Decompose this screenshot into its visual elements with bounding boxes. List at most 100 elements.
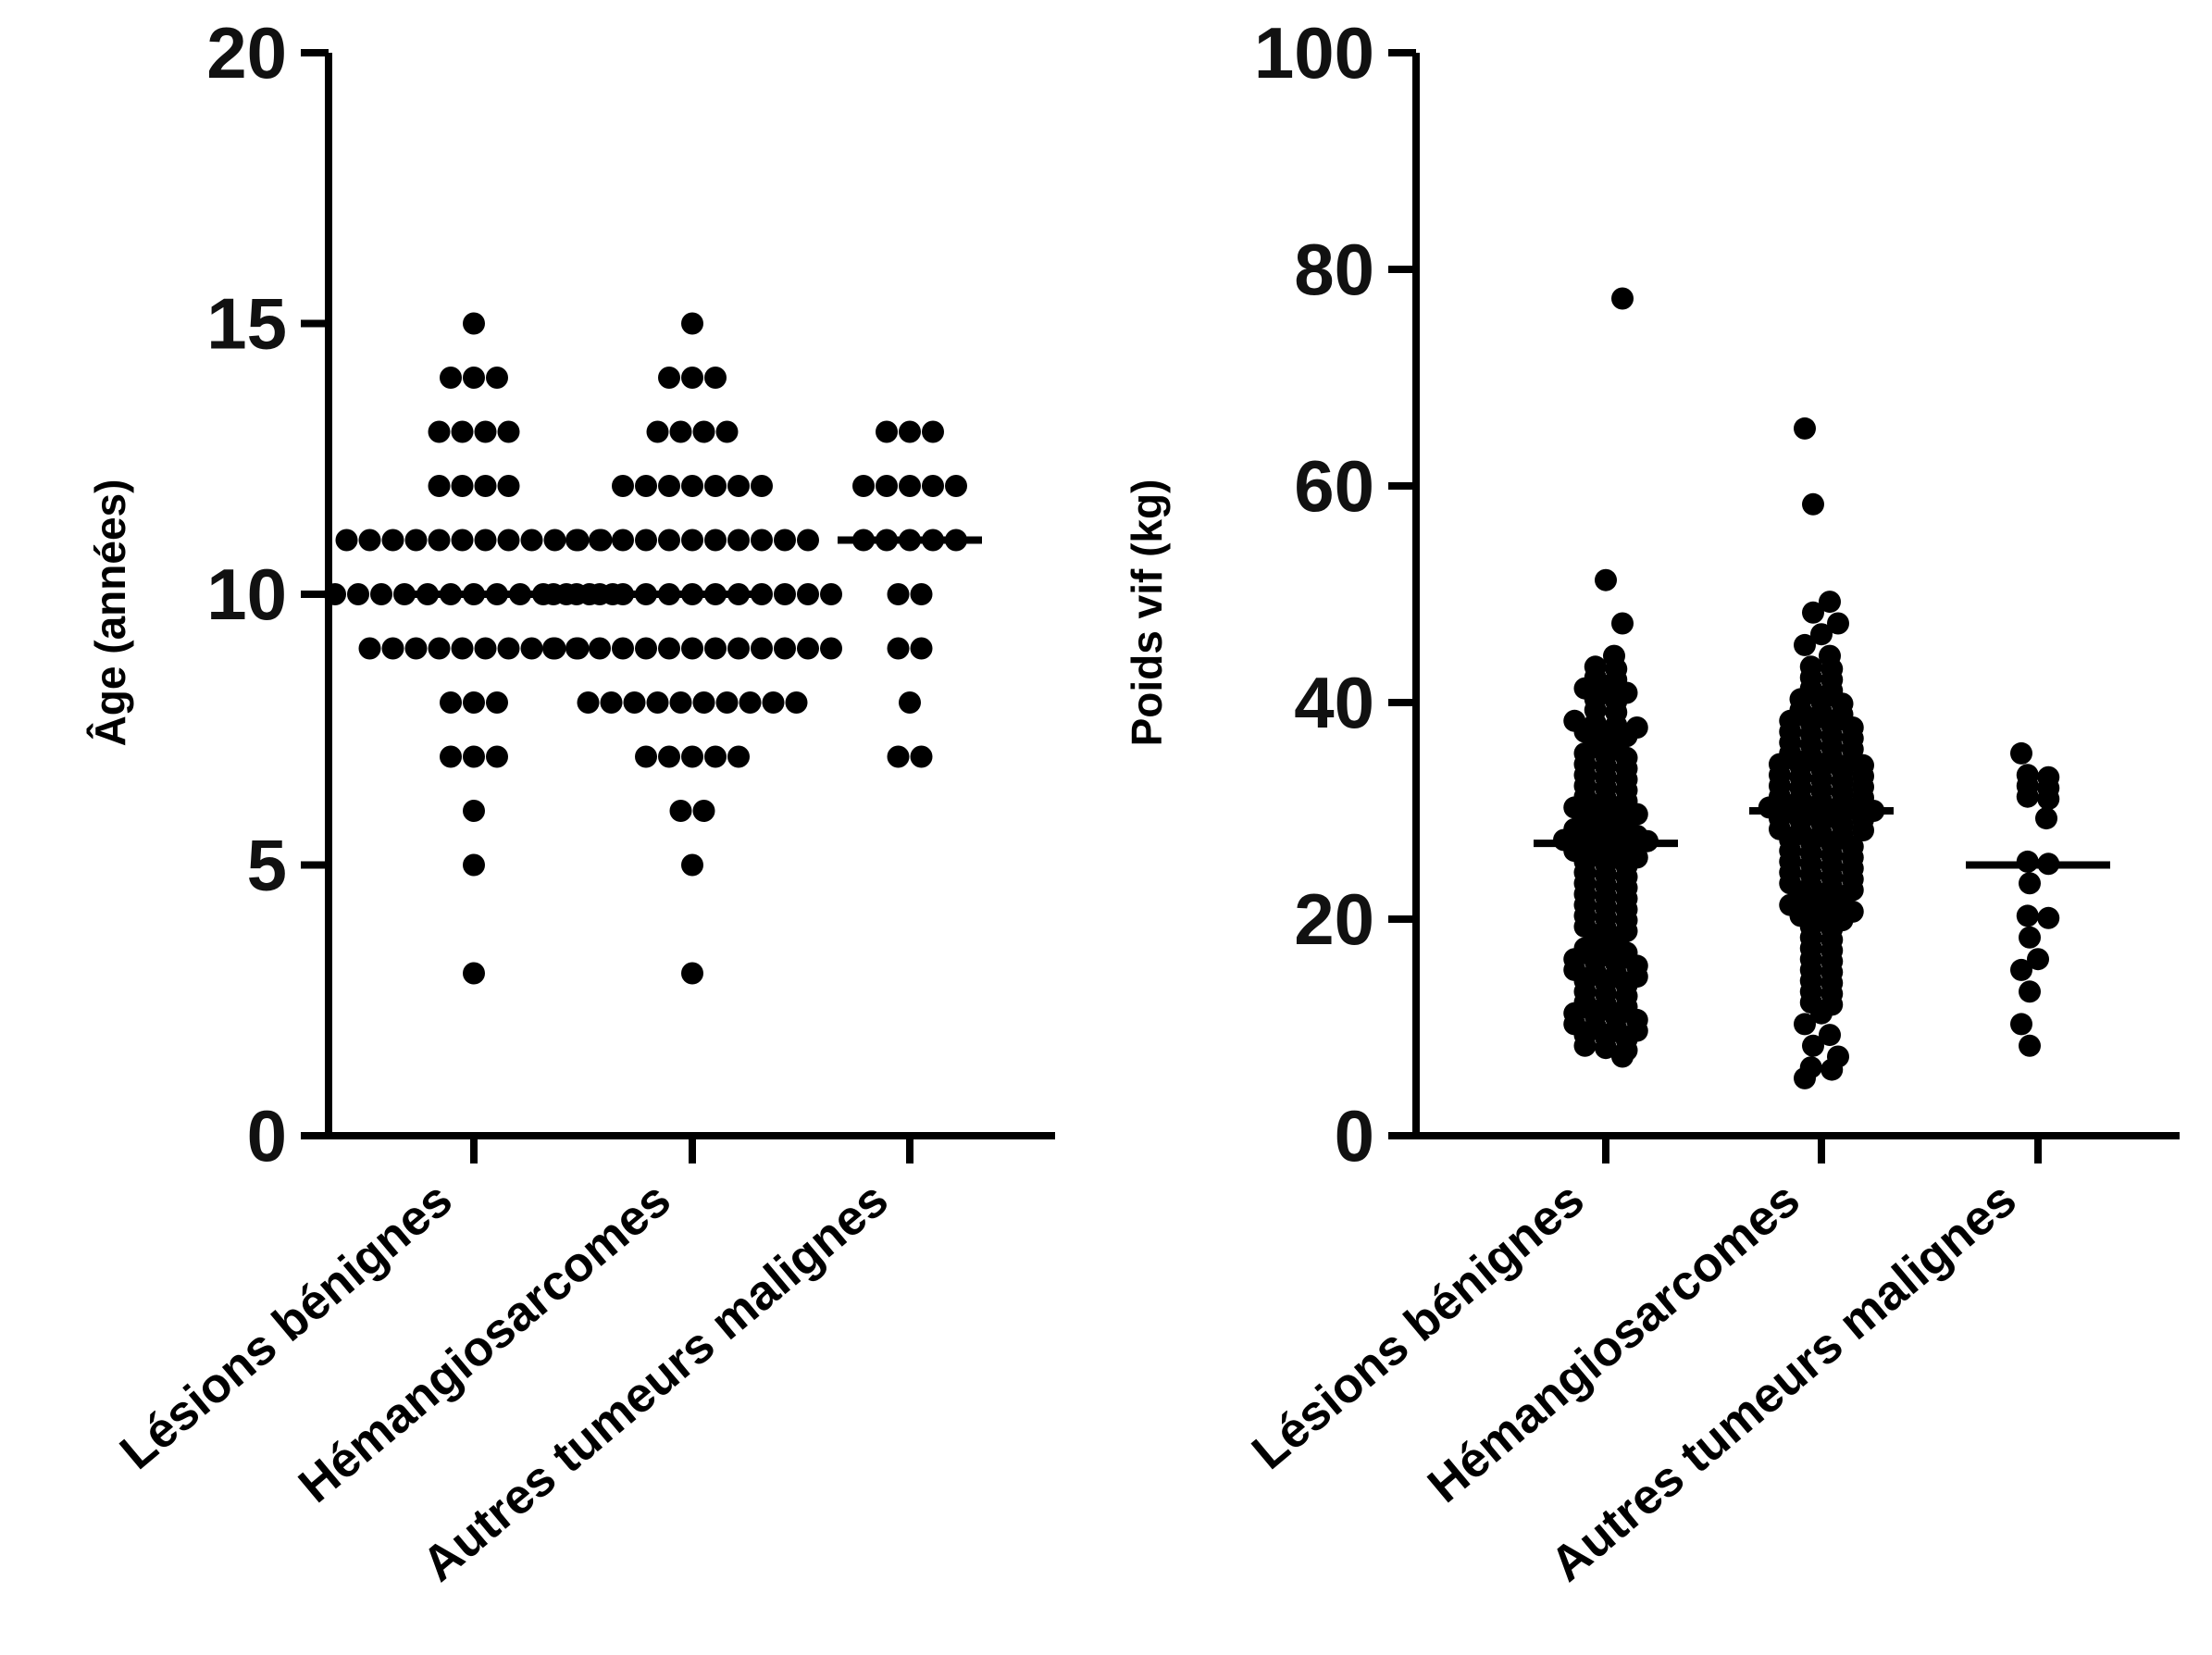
data-point bbox=[1799, 1056, 1822, 1079]
data-point bbox=[2016, 764, 2039, 787]
data-point bbox=[704, 367, 727, 389]
data-point bbox=[1819, 644, 1841, 667]
data-point bbox=[543, 529, 566, 552]
data-point bbox=[1625, 716, 1648, 739]
data-point bbox=[681, 962, 703, 985]
data-point bbox=[1819, 1024, 1841, 1047]
data-point bbox=[1603, 644, 1625, 667]
data-point bbox=[727, 745, 750, 768]
data-point bbox=[887, 637, 910, 660]
data-point bbox=[428, 637, 451, 660]
data-point bbox=[797, 583, 819, 605]
data-point bbox=[612, 475, 634, 497]
data-point bbox=[715, 420, 739, 443]
data-point bbox=[463, 745, 485, 768]
data-point bbox=[681, 853, 703, 877]
data-point bbox=[910, 583, 933, 605]
y-tick-label: 15 bbox=[206, 283, 287, 365]
data-point bbox=[922, 475, 944, 497]
data-point bbox=[428, 420, 451, 443]
data-point bbox=[497, 475, 520, 497]
data-point bbox=[451, 420, 474, 443]
data-point bbox=[2010, 1013, 2032, 1036]
data-point bbox=[1827, 612, 1849, 635]
data-point bbox=[762, 691, 785, 714]
y-tick-label: 80 bbox=[1294, 229, 1374, 310]
data-point bbox=[692, 691, 715, 714]
data-point bbox=[440, 745, 462, 768]
y-tick-label: 40 bbox=[1294, 662, 1374, 743]
data-point bbox=[774, 583, 796, 605]
data-point bbox=[565, 529, 588, 552]
data-point bbox=[797, 637, 819, 660]
data-point bbox=[635, 475, 657, 497]
data-point bbox=[727, 475, 750, 497]
y-tick-label: 10 bbox=[206, 554, 287, 635]
x-category-label: Hémangiosarcomes bbox=[289, 1172, 681, 1513]
data-point bbox=[1819, 591, 1841, 614]
data-point bbox=[681, 745, 703, 768]
data-point bbox=[751, 529, 773, 552]
data-point bbox=[910, 637, 933, 660]
data-point bbox=[2035, 807, 2057, 830]
data-point bbox=[2019, 872, 2041, 895]
data-point bbox=[727, 529, 750, 552]
data-point bbox=[1611, 612, 1634, 635]
data-point bbox=[565, 583, 588, 605]
data-point bbox=[727, 637, 750, 660]
data-point bbox=[852, 475, 875, 497]
data-point bbox=[922, 420, 944, 443]
data-point bbox=[2010, 741, 2032, 765]
data-point bbox=[428, 529, 451, 552]
data-point bbox=[589, 529, 611, 552]
data-point bbox=[669, 691, 692, 714]
data-point bbox=[658, 637, 680, 660]
data-point bbox=[335, 529, 358, 552]
data-point bbox=[692, 800, 715, 822]
data-point bbox=[381, 529, 404, 552]
data-point bbox=[486, 367, 508, 389]
data-point bbox=[681, 529, 703, 552]
data-point bbox=[358, 637, 381, 660]
data-point bbox=[658, 475, 680, 497]
data-point bbox=[820, 637, 842, 660]
data-point bbox=[2037, 765, 2060, 789]
y-tick-label: 100 bbox=[1254, 12, 1374, 93]
data-point bbox=[1794, 1013, 1816, 1036]
data-point bbox=[381, 637, 404, 660]
data-point bbox=[497, 420, 520, 443]
data-point bbox=[463, 853, 485, 877]
data-point bbox=[451, 475, 474, 497]
data-point bbox=[451, 637, 474, 660]
data-point bbox=[704, 529, 727, 552]
data-point bbox=[658, 529, 680, 552]
data-point bbox=[2027, 948, 2049, 971]
data-point bbox=[324, 583, 346, 605]
data-point bbox=[820, 583, 842, 605]
data-point bbox=[463, 800, 485, 822]
data-point bbox=[704, 745, 727, 768]
data-point bbox=[2016, 904, 2039, 927]
data-point bbox=[899, 691, 921, 714]
data-point bbox=[428, 475, 451, 497]
data-point bbox=[589, 637, 611, 660]
data-point bbox=[1827, 1045, 1849, 1068]
data-point bbox=[623, 691, 646, 714]
data-point bbox=[520, 637, 543, 660]
y-tick-label: 20 bbox=[1294, 878, 1374, 960]
data-point bbox=[1563, 709, 1586, 732]
data-point bbox=[658, 367, 680, 389]
y-axis-label: Âge (années) bbox=[86, 479, 134, 747]
data-point bbox=[542, 637, 565, 660]
data-point bbox=[692, 420, 715, 443]
data-point bbox=[589, 583, 611, 605]
data-point bbox=[945, 475, 967, 497]
data-point bbox=[1611, 287, 1634, 310]
data-point bbox=[646, 420, 669, 443]
data-point bbox=[358, 529, 381, 552]
data-point bbox=[797, 529, 819, 552]
data-point bbox=[520, 529, 543, 552]
data-point bbox=[715, 691, 739, 714]
data-point bbox=[1794, 417, 1816, 440]
data-point bbox=[751, 637, 773, 660]
